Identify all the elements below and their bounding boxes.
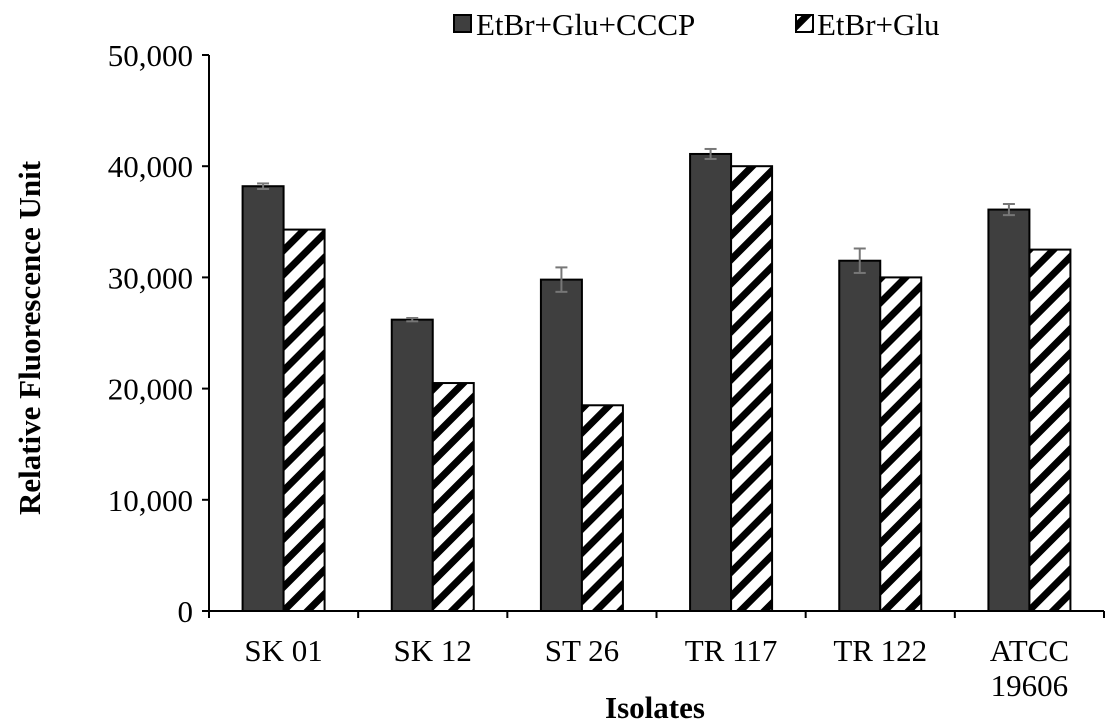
x-tick-label: ATCC 19606 — [990, 633, 1069, 703]
bar-series-2 — [282, 228, 326, 612]
y-tick-label: 20,000 — [108, 372, 193, 407]
x-tick-label: ST 26 — [545, 633, 619, 668]
legend-label-series-1: EtBr+Glu+CCCP — [476, 7, 695, 42]
bar-series-2 — [1028, 248, 1072, 612]
x-axis-ticks: SK 01 SK 12 ST 26 TR 117 TR 122 ATCC 19606 — [208, 611, 1105, 703]
legend-swatch-series-1 — [453, 14, 472, 33]
error-bar — [257, 182, 270, 190]
y-tick-label: 50,000 — [108, 38, 193, 73]
bar-series-2 — [580, 404, 624, 612]
bar-series-2 — [431, 382, 475, 613]
bar-series-1 — [689, 152, 733, 613]
bar-series-1 — [838, 259, 882, 612]
error-bar — [853, 247, 866, 274]
bars — [241, 152, 1072, 613]
error-bars — [257, 147, 1015, 323]
bar-series-2 — [730, 165, 774, 612]
bar-series-1 — [390, 318, 434, 612]
x-tick-label: TR 122 — [833, 633, 927, 668]
bar-series-2 — [879, 276, 923, 612]
x-tick-label: SK 12 — [394, 633, 472, 668]
x-axis-title: Isolates — [605, 690, 705, 725]
y-axis-ticks: 0 10,000 20,000 30,000 40,000 50,000 — [108, 38, 209, 629]
error-bar — [1002, 203, 1015, 217]
legend-label-series-2: EtBr+Glu — [817, 7, 940, 42]
x-tick-label: SK 01 — [244, 633, 322, 668]
x-tick-label: TR 117 — [685, 633, 778, 668]
bar-series-1 — [539, 278, 583, 612]
legend-swatch-series-2 — [795, 14, 814, 33]
error-bar — [704, 147, 717, 160]
error-bar — [555, 266, 568, 293]
error-bar — [406, 316, 419, 323]
y-tick-label: 40,000 — [108, 149, 193, 184]
y-tick-label: 30,000 — [108, 260, 193, 295]
legend: EtBr+Glu+CCCP EtBr+Glu — [453, 7, 940, 42]
y-tick-label: 0 — [178, 594, 194, 629]
bar-series-1 — [987, 208, 1031, 612]
y-tick-label: 10,000 — [108, 483, 193, 518]
bar-series-1 — [241, 185, 285, 612]
y-axis-title: Relative Fluorescence Unit — [12, 160, 47, 515]
